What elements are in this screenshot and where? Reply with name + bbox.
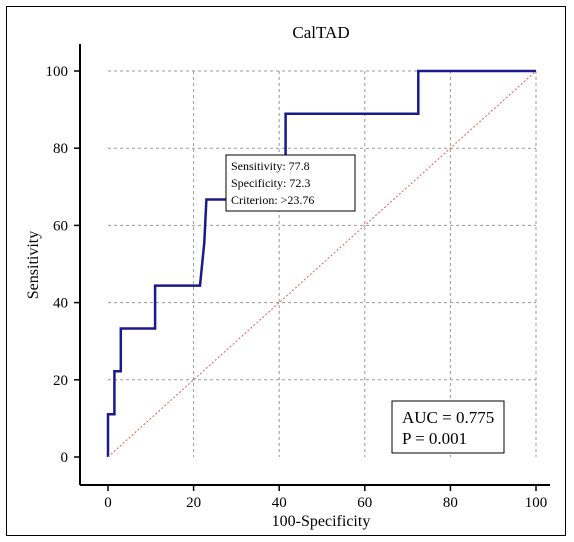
y-tick-label: 60 [53, 218, 68, 234]
roc-curve-line [106, 69, 536, 457]
y-tick-label: 80 [53, 141, 68, 157]
criterion-specificity-text: Specificity: 72.3 [231, 176, 310, 190]
criterion-value-text: Criterion: >23.76 [231, 193, 314, 207]
x-tick-label: 100 [525, 495, 548, 511]
y-tick-label: 0 [61, 450, 69, 466]
x-tick-label: 60 [357, 495, 372, 511]
chart-title: CalTAD [292, 23, 349, 42]
y-tick-label: 20 [53, 373, 68, 389]
stats-annotation: AUC = 0.775 P = 0.001 [391, 400, 505, 454]
p-value-text: P = 0.001 [402, 429, 467, 448]
x-tick-labels: 0 20 40 60 80 100 [104, 495, 547, 511]
grid-lines [108, 70, 537, 457]
series-lines [106, 69, 537, 458]
criterion-annotation: Sensitivity: 77.8 Specificity: 72.3 Crit… [225, 154, 356, 212]
x-axis-label: 100-Specificity [272, 513, 371, 530]
y-axis-label: Sensitivity [25, 231, 42, 299]
y-tick-label: 40 [53, 296, 68, 312]
auc-text: AUC = 0.775 [402, 408, 494, 427]
x-tick-label: 0 [104, 495, 112, 511]
y-tick-labels: 0 20 40 60 80 100 [46, 64, 69, 466]
x-tick-label: 80 [443, 495, 458, 511]
criterion-box [225, 154, 356, 212]
y-tick-label: 100 [46, 64, 69, 80]
x-tick-label: 20 [186, 495, 201, 511]
x-tick-label: 40 [272, 495, 287, 511]
stats-box [391, 400, 505, 454]
reference-diagonal-line [107, 70, 537, 458]
criterion-sensitivity-text: Sensitivity: 77.8 [231, 159, 310, 173]
axes [74, 44, 550, 491]
